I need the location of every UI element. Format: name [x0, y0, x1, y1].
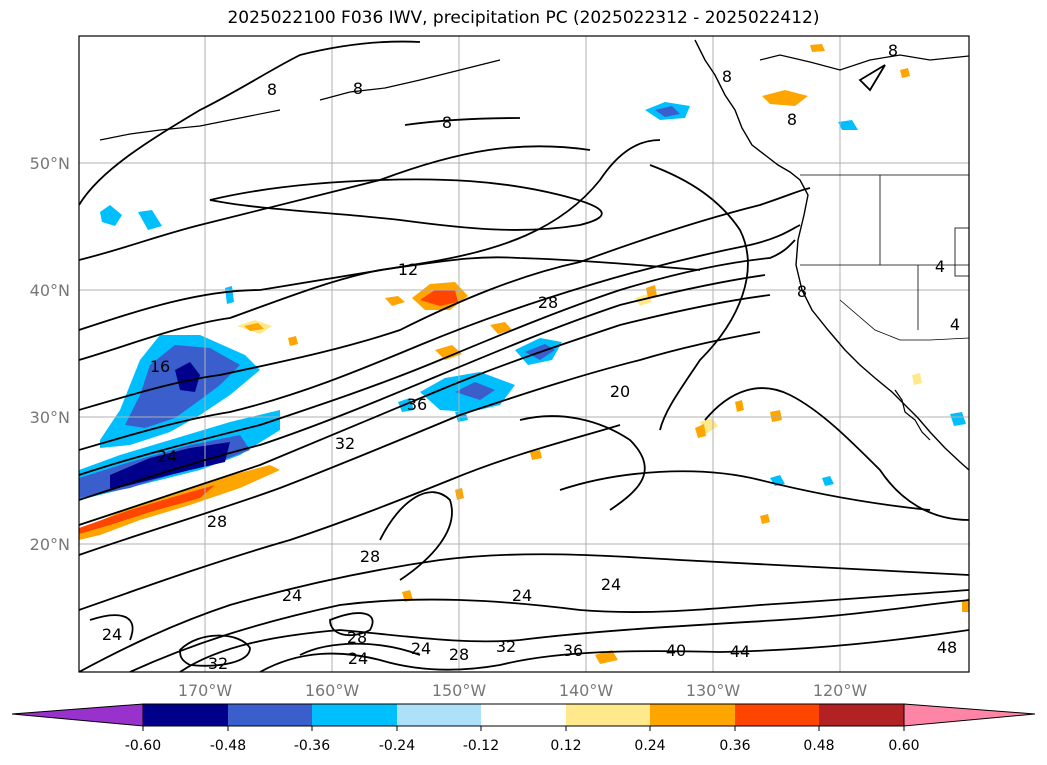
contour-label: 8 [353, 79, 363, 98]
lon-label-170w: 170°W [178, 681, 233, 700]
map-area: 8 8 8 8 8 8 8 12 16 20 24 24 24 24 24 24… [79, 36, 969, 673]
iwv-contours [79, 40, 969, 672]
lon-label-120w: 120°W [813, 681, 868, 700]
contour-label: 28 [347, 628, 367, 647]
contour-label: 36 [563, 641, 583, 660]
contour-label: 8 [888, 41, 898, 60]
contour-label: 12 [398, 260, 418, 279]
contour-label: 4 [935, 257, 945, 276]
colorbar-ticks [142, 726, 905, 731]
colorbar: -0.60 -0.48 -0.36 -0.24 -0.12 0.12 0.24 … [11, 703, 1036, 754]
colorbar-tick-label: -0.60 [125, 738, 161, 754]
colorbar-tick-label: -0.24 [379, 738, 415, 754]
contour-label: 44 [730, 642, 750, 661]
contour-label: 8 [787, 110, 797, 129]
colorbar-segment [228, 704, 312, 726]
contour-label: 24 [157, 447, 177, 466]
contour-label: 32 [496, 637, 516, 656]
map-title: 2025022100 F036 IWV, precipitation PC (2… [227, 8, 820, 28]
colorbar-tick-label: 0.24 [634, 738, 665, 754]
contour-label: 8 [722, 67, 732, 86]
colorbar-extend-right [903, 703, 1036, 727]
contour-label: 40 [666, 641, 686, 660]
contour-label: 32 [208, 654, 228, 673]
contour-label: 32 [335, 434, 355, 453]
lon-label-160w: 160°W [305, 681, 360, 700]
graticule [79, 36, 969, 672]
colorbar-segment [312, 704, 397, 726]
colorbar-segment [735, 704, 819, 726]
colorbar-tick-label: 0.12 [550, 738, 581, 754]
contour-label: 28 [538, 293, 558, 312]
colorbar-tick-label: -0.12 [463, 738, 499, 754]
lat-label-30n: 30°N [30, 408, 70, 427]
contour-label: 24 [411, 639, 431, 658]
lat-label-20n: 20°N [30, 535, 70, 554]
colorbar-tick-label: -0.48 [210, 738, 246, 754]
precip-positive-shading [79, 44, 969, 664]
colorbar-tick-label: 0.48 [803, 738, 834, 754]
contour-label: 28 [360, 547, 380, 566]
contour-label: 48 [937, 638, 957, 657]
contour-label: 20 [610, 382, 630, 401]
coastlines [99, 39, 969, 471]
colorbar-extend-left [11, 703, 144, 727]
colorbar-tick-label: 0.60 [888, 738, 919, 754]
colorbar-segment [143, 704, 228, 726]
colorbar-segment [819, 704, 904, 726]
colorbar-tick-label: -0.36 [294, 738, 330, 754]
longitude-labels: 170°W 160°W 150°W 140°W 130°W 120°W [178, 681, 868, 700]
colorbar-tick-label: 0.36 [719, 738, 750, 754]
lon-label-150w: 150°W [432, 681, 487, 700]
latitude-labels: 50°N 40°N 30°N 20°N [30, 154, 70, 554]
colorbar-segment [566, 704, 650, 726]
contour-label: 8 [797, 282, 807, 301]
contour-labels: 8 8 8 8 8 8 8 12 16 20 24 24 24 24 24 24… [102, 41, 960, 673]
contour-label: 36 [407, 395, 427, 414]
contour-label: 28 [449, 645, 469, 664]
contour-label: 4 [950, 315, 960, 334]
colorbar-frame [142, 703, 905, 727]
colorbar-segment [481, 704, 566, 726]
lon-label-130w: 130°W [686, 681, 741, 700]
map-frame [78, 35, 970, 673]
contour-label: 24 [282, 586, 302, 605]
contour-label: 24 [601, 575, 621, 594]
contour-label: 24 [512, 586, 532, 605]
contour-label: 16 [150, 357, 170, 376]
colorbar-segment [650, 704, 735, 726]
contour-label: 28 [207, 512, 227, 531]
contour-label: 8 [442, 113, 452, 132]
contour-label: 8 [267, 80, 277, 99]
lat-label-40n: 40°N [30, 281, 70, 300]
contour-label: 24 [102, 625, 122, 644]
lon-label-140w: 140°W [559, 681, 614, 700]
contour-label: 24 [348, 649, 368, 668]
lat-label-50n: 50°N [30, 154, 70, 173]
colorbar-segment [397, 704, 481, 726]
